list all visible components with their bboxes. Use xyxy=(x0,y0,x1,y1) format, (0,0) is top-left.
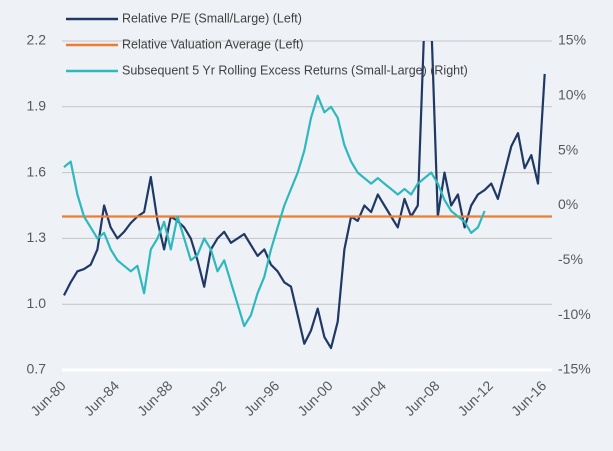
y2-tick-label: 5% xyxy=(558,141,578,157)
y2-tick-label: -10% xyxy=(558,306,591,322)
x-tick-label: Jun-84 xyxy=(81,377,123,419)
y-tick-label: 2.2 xyxy=(27,32,47,48)
legend: Relative P/E (Small/Large) (Left) Relativ… xyxy=(66,11,468,77)
y2-tick-label: -15% xyxy=(558,361,591,377)
x-tick-label: Jun-92 xyxy=(187,377,229,419)
y-tick-label: 1.9 xyxy=(27,98,47,114)
y-tick-label: 0.7 xyxy=(27,361,47,377)
x-tick-label: Jun-04 xyxy=(348,377,390,419)
x-tick-label: Jun-00 xyxy=(294,377,336,419)
y-tick-label: 1.6 xyxy=(27,163,47,179)
legend-label: Relative P/E (Small/Large) (Left) xyxy=(122,11,302,25)
y-tick-label: 1.3 xyxy=(27,229,47,245)
y2-tick-label: -5% xyxy=(558,251,583,267)
y2-tick-label: 15% xyxy=(558,32,586,48)
x-tick-label: Jun-16 xyxy=(508,377,550,419)
grid xyxy=(62,40,552,372)
x-tick-label: Jun-88 xyxy=(134,377,176,419)
y-tick-label: 1.0 xyxy=(27,295,47,311)
x-tick-label: Jun-96 xyxy=(241,377,283,419)
legend-label: Relative Valuation Average (Left) xyxy=(122,37,304,51)
y2-tick-label: 10% xyxy=(558,87,586,103)
x-tick-label: Jun-12 xyxy=(454,377,496,419)
plot-area xyxy=(62,41,552,350)
series-line xyxy=(63,94,486,328)
x-tick-label: Jun-08 xyxy=(401,377,443,419)
legend-label: Subsequent 5 Yr Rolling Excess Returns (… xyxy=(122,63,468,77)
x-tick-label: Jun-80 xyxy=(27,377,69,419)
series-line xyxy=(63,41,546,350)
y2-tick-label: 0% xyxy=(558,196,578,212)
